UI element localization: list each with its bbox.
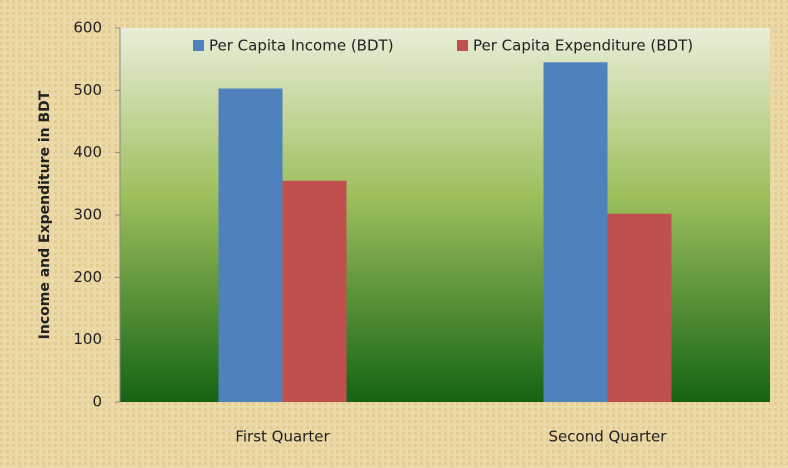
y-tick-label: 0 xyxy=(92,393,102,411)
plot-area xyxy=(120,28,770,402)
y-tick-label: 500 xyxy=(73,81,102,99)
bar xyxy=(543,62,608,403)
y-axis-title: Income and Expenditure in BDT xyxy=(37,90,53,339)
y-tick-label: 300 xyxy=(73,206,102,224)
y-tick-label: 400 xyxy=(73,143,102,161)
bar xyxy=(218,88,283,403)
legend-label: Per Capita Expenditure (BDT) xyxy=(473,37,693,55)
bar xyxy=(282,180,347,402)
y-tick-label: 100 xyxy=(73,330,102,348)
legend-swatch xyxy=(193,40,204,51)
x-tick-label: Second Quarter xyxy=(549,428,668,446)
legend-swatch xyxy=(457,40,468,51)
y-tick-label: 600 xyxy=(73,19,102,37)
x-tick-label: First Quarter xyxy=(235,428,330,446)
legend-label: Per Capita Income (BDT) xyxy=(209,37,394,55)
y-tick-label: 200 xyxy=(73,268,102,286)
bar xyxy=(607,213,672,402)
